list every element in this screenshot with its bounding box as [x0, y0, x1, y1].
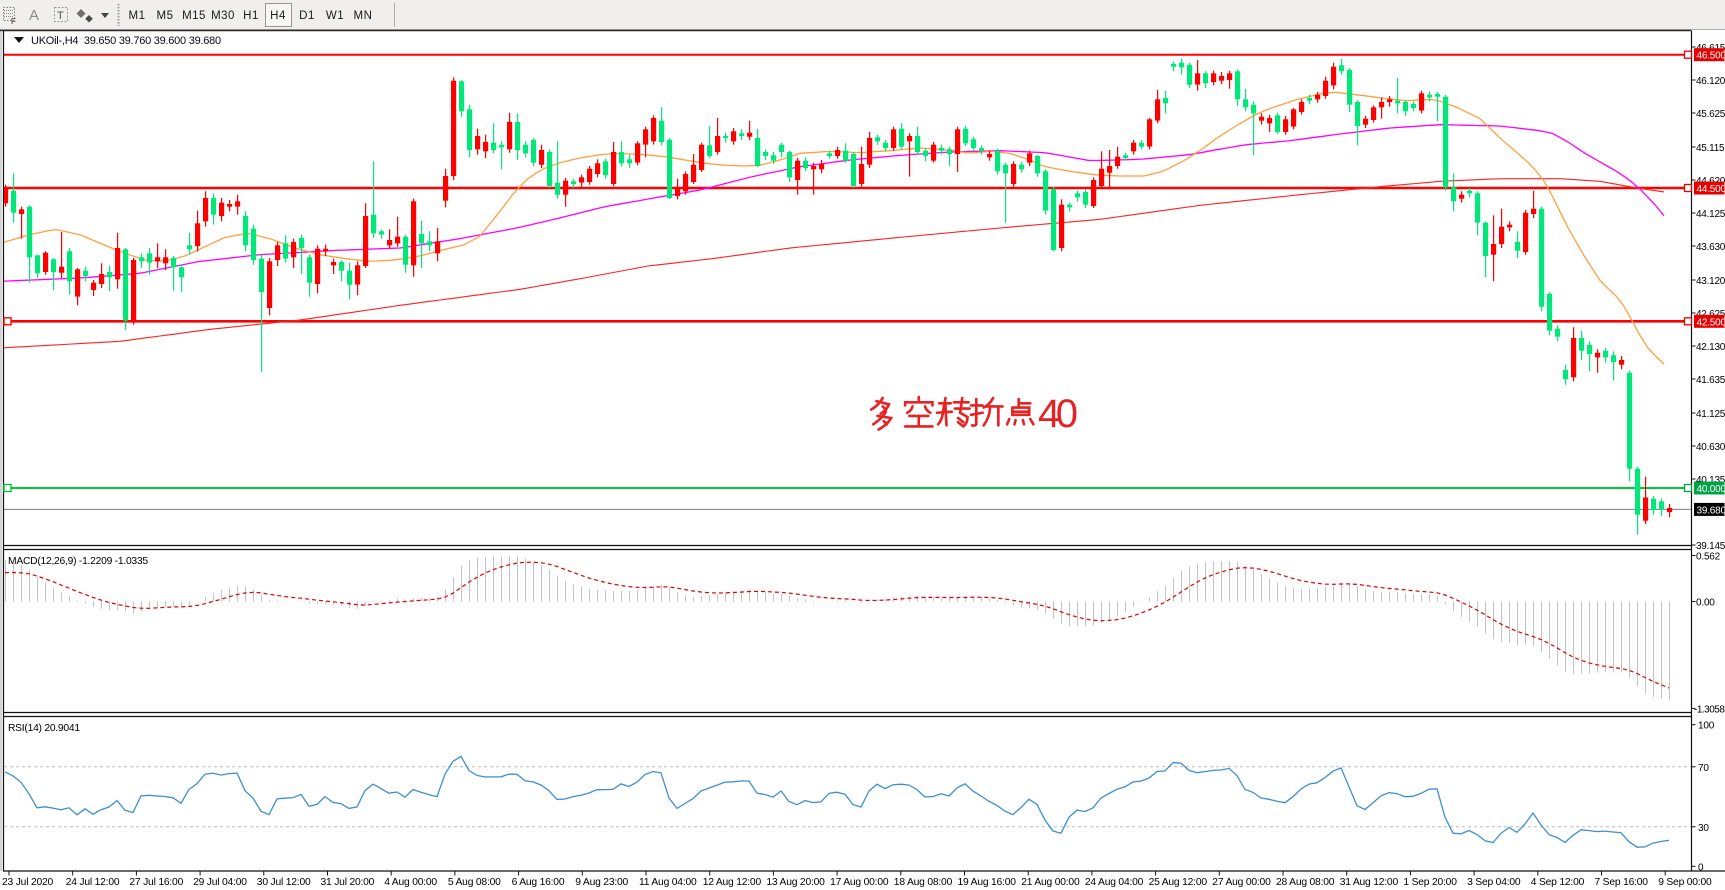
svg-text:44.500: 44.500 — [1697, 184, 1725, 195]
svg-text:0: 0 — [1698, 862, 1704, 873]
svg-text:27 Aug 00:00: 27 Aug 00:00 — [1212, 877, 1271, 888]
svg-text:H4: H4 — [270, 10, 286, 22]
svg-text:-1.3058: -1.3058 — [1694, 704, 1725, 715]
svg-text:W1: W1 — [326, 10, 344, 22]
svg-text:17 Aug 00:00: 17 Aug 00:00 — [830, 877, 889, 888]
svg-text:25 Aug 12:00: 25 Aug 12:00 — [1149, 877, 1208, 888]
svg-text:27 Jul 16:00: 27 Jul 16:00 — [129, 877, 183, 888]
svg-text:9 Sep 00:00: 9 Sep 00:00 — [1658, 877, 1712, 888]
svg-text:MN: MN — [354, 10, 373, 22]
svg-text:40: 40 — [1038, 392, 1078, 436]
svg-text:13 Aug 20:00: 13 Aug 20:00 — [766, 877, 825, 888]
svg-text:28 Aug 08:00: 28 Aug 08:00 — [1276, 877, 1335, 888]
svg-text:41.125: 41.125 — [1696, 409, 1725, 420]
svg-text:1 Sep 20:00: 1 Sep 20:00 — [1403, 877, 1457, 888]
svg-text:39.680: 39.680 — [1697, 505, 1725, 516]
svg-text:D1: D1 — [299, 10, 315, 22]
svg-text:100: 100 — [1698, 721, 1715, 732]
svg-text:MACD(12,26,9) -1.2209 -1.0335: MACD(12,26,9) -1.2209 -1.0335 — [8, 556, 148, 567]
svg-text:21 Aug 00:00: 21 Aug 00:00 — [1021, 877, 1080, 888]
svg-text:9 Aug 23:00: 9 Aug 23:00 — [575, 877, 628, 888]
svg-text:42.625: 42.625 — [1696, 309, 1725, 320]
svg-text:44.620: 44.620 — [1696, 176, 1725, 187]
svg-text:18 Aug 08:00: 18 Aug 08:00 — [894, 877, 953, 888]
svg-text:30 Jul 12:00: 30 Jul 12:00 — [257, 877, 311, 888]
svg-text:29 Jul 04:00: 29 Jul 04:00 — [193, 877, 247, 888]
svg-text:41.635: 41.635 — [1696, 375, 1725, 386]
svg-text:24 Aug 04:00: 24 Aug 04:00 — [1085, 877, 1144, 888]
svg-text:3 Sep 04:00: 3 Sep 04:00 — [1467, 877, 1521, 888]
svg-text:0.562: 0.562 — [1696, 552, 1721, 563]
svg-text:7 Sep 16:00: 7 Sep 16:00 — [1595, 877, 1649, 888]
svg-text:F: F — [11, 17, 16, 26]
svg-text:70: 70 — [1698, 763, 1709, 774]
svg-text:43.630: 43.630 — [1696, 242, 1725, 253]
svg-text:M30: M30 — [211, 10, 235, 22]
svg-text:31 Aug 12:00: 31 Aug 12:00 — [1340, 877, 1399, 888]
svg-text:23 Jul 2020: 23 Jul 2020 — [2, 877, 54, 888]
svg-text:39.145: 39.145 — [1696, 541, 1725, 552]
svg-text:43.120: 43.120 — [1696, 276, 1725, 287]
svg-text:19 Aug 16:00: 19 Aug 16:00 — [958, 877, 1017, 888]
svg-text:45.115: 45.115 — [1696, 143, 1725, 154]
svg-text:42.500: 42.500 — [1697, 317, 1725, 328]
svg-text:44.125: 44.125 — [1696, 209, 1725, 220]
svg-text:H1: H1 — [243, 10, 259, 22]
svg-text:30: 30 — [1698, 823, 1709, 834]
svg-text:6 Aug 16:00: 6 Aug 16:00 — [512, 877, 565, 888]
svg-text:40.135: 40.135 — [1696, 475, 1725, 486]
svg-text:A: A — [29, 7, 39, 24]
svg-text:T: T — [57, 10, 64, 22]
svg-text:42.130: 42.130 — [1696, 342, 1725, 353]
svg-text:45.625: 45.625 — [1696, 109, 1725, 120]
svg-text:31 Jul 20:00: 31 Jul 20:00 — [321, 877, 375, 888]
svg-text:RSI(14) 20.9041: RSI(14) 20.9041 — [8, 723, 80, 734]
svg-text:M1: M1 — [129, 10, 146, 22]
svg-text:12 Aug 12:00: 12 Aug 12:00 — [703, 877, 762, 888]
svg-text:46.500: 46.500 — [1697, 51, 1725, 62]
svg-text:4 Aug 00:00: 4 Aug 00:00 — [384, 877, 437, 888]
svg-text:40.000: 40.000 — [1697, 484, 1725, 495]
svg-text:M15: M15 — [182, 10, 206, 22]
svg-text:40.630: 40.630 — [1696, 442, 1725, 453]
svg-text:0.00: 0.00 — [1696, 598, 1715, 609]
svg-text:5 Aug 08:00: 5 Aug 08:00 — [448, 877, 501, 888]
svg-text:11 Aug 04:00: 11 Aug 04:00 — [639, 877, 697, 888]
svg-text:4 Sep 12:00: 4 Sep 12:00 — [1531, 877, 1585, 888]
svg-text:24 Jul 12:00: 24 Jul 12:00 — [66, 877, 120, 888]
svg-text:46.120: 46.120 — [1696, 76, 1725, 87]
svg-text:UKOil-,H4 39.650 39.760 39.60: UKOil-,H4 39.650 39.760 39.600 39.680 — [31, 35, 221, 47]
svg-text:M5: M5 — [157, 10, 174, 22]
